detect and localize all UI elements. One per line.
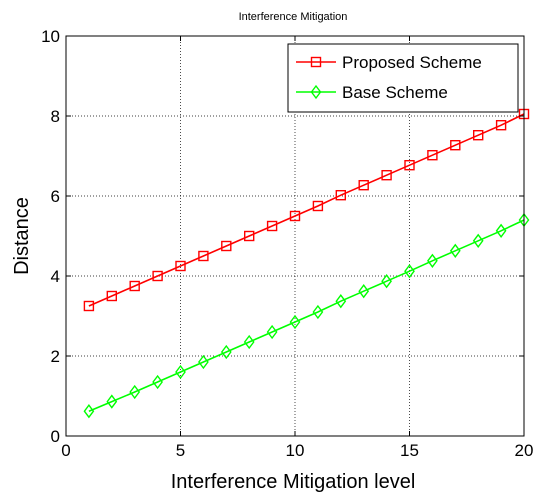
data-point-base-scheme bbox=[427, 253, 438, 268]
data-point-proposed-scheme bbox=[106, 290, 118, 302]
data-point-proposed-scheme bbox=[495, 119, 507, 131]
data-point-proposed-scheme bbox=[289, 210, 301, 222]
legend-label-base-scheme: Base Scheme bbox=[342, 83, 448, 102]
data-point-base-scheme bbox=[495, 223, 507, 238]
data-point-proposed-scheme bbox=[381, 169, 392, 181]
x-tick-label: 5 bbox=[176, 441, 185, 460]
x-tick-label: 20 bbox=[515, 441, 534, 460]
data-point-proposed-scheme bbox=[129, 280, 140, 292]
series-layer bbox=[83, 108, 530, 419]
y-tick-label: 0 bbox=[51, 427, 60, 446]
data-point-base-scheme bbox=[175, 364, 186, 380]
chart-title: Interference Mitigation bbox=[239, 11, 348, 23]
data-point-proposed-scheme bbox=[427, 149, 438, 161]
legend-entry-base-scheme: Base Scheme bbox=[296, 83, 448, 102]
data-point-base-scheme bbox=[129, 384, 141, 400]
data-point-base-scheme bbox=[289, 314, 301, 330]
data-point-base-scheme bbox=[106, 394, 118, 409]
data-point-proposed-scheme bbox=[83, 300, 95, 312]
data-point-proposed-scheme bbox=[198, 250, 209, 262]
data-point-base-scheme bbox=[152, 374, 163, 390]
series-line-proposed-scheme bbox=[88, 113, 525, 307]
data-point-proposed-scheme bbox=[243, 230, 255, 242]
y-axis-label: Distance bbox=[11, 197, 33, 275]
data-point-proposed-scheme bbox=[335, 189, 346, 201]
data-point-proposed-scheme bbox=[312, 200, 324, 212]
y-tick-label: 4 bbox=[51, 267, 60, 286]
data-point-base-scheme bbox=[358, 284, 370, 299]
x-tick-label: 15 bbox=[400, 441, 419, 460]
data-point-base-scheme bbox=[335, 294, 347, 309]
data-point-proposed-scheme bbox=[266, 220, 278, 232]
x-axis-label: Interference Mitigation level bbox=[171, 471, 416, 493]
series-base-scheme bbox=[83, 212, 530, 419]
data-point-base-scheme bbox=[243, 334, 255, 350]
data-point-proposed-scheme bbox=[358, 179, 369, 191]
x-tick-label: 10 bbox=[286, 441, 305, 460]
data-point-base-scheme bbox=[83, 404, 95, 419]
data-point-base-scheme bbox=[220, 344, 232, 360]
legend-label-proposed-scheme: Proposed Scheme bbox=[342, 53, 482, 72]
data-point-base-scheme bbox=[449, 243, 461, 258]
legend-marker-proposed-scheme bbox=[310, 56, 322, 68]
legend-entry-proposed-scheme: Proposed Scheme bbox=[296, 53, 482, 72]
data-point-proposed-scheme bbox=[404, 159, 415, 171]
y-tick-label: 2 bbox=[51, 347, 60, 366]
x-tick-label: 0 bbox=[61, 441, 70, 460]
legend-marker-base-scheme bbox=[310, 84, 322, 100]
data-point-base-scheme bbox=[266, 324, 278, 340]
data-point-base-scheme bbox=[472, 233, 484, 248]
data-point-base-scheme bbox=[381, 274, 392, 289]
data-point-base-scheme bbox=[404, 264, 415, 279]
legend: Proposed Scheme Base Scheme bbox=[287, 43, 519, 113]
y-tick-label: 10 bbox=[41, 27, 60, 46]
data-point-base-scheme bbox=[312, 304, 324, 320]
y-tick-label: 8 bbox=[51, 107, 60, 126]
data-point-base-scheme bbox=[198, 354, 209, 370]
series-proposed-scheme bbox=[83, 108, 530, 312]
data-point-proposed-scheme bbox=[152, 270, 163, 282]
axis-ticks: 0 5 10 15 20 0 2 4 6 8 10 bbox=[41, 27, 533, 460]
data-point-proposed-scheme bbox=[175, 260, 186, 272]
legend-box bbox=[287, 43, 519, 113]
y-tick-label: 6 bbox=[51, 187, 60, 206]
data-point-proposed-scheme bbox=[450, 139, 461, 151]
data-point-proposed-scheme bbox=[221, 240, 232, 252]
data-point-proposed-scheme bbox=[473, 129, 484, 141]
